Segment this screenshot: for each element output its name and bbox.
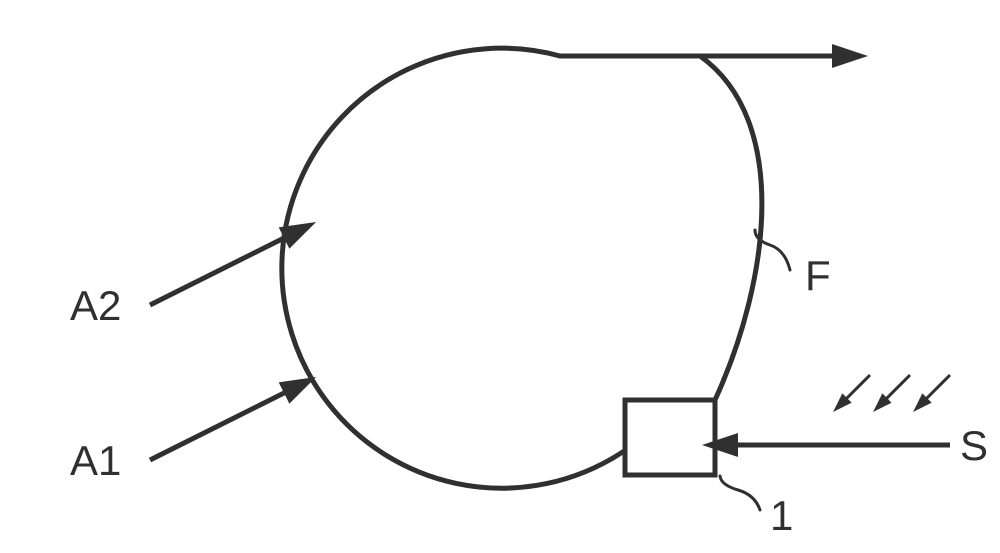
small-arrow-3	[920, 375, 950, 405]
arrow-A2	[150, 230, 300, 305]
leader-1	[720, 476, 760, 510]
label-F: F	[805, 252, 831, 299]
label-S: S	[960, 422, 988, 469]
node-1-box	[625, 400, 715, 475]
arrow-A1	[150, 385, 300, 460]
curve-F	[700, 56, 762, 400]
label-A2: A2	[70, 282, 121, 329]
label-A1: A1	[70, 437, 121, 484]
small-arrow-1	[840, 375, 870, 405]
label-one: 1	[770, 492, 793, 539]
small-arrow-2	[880, 375, 910, 405]
